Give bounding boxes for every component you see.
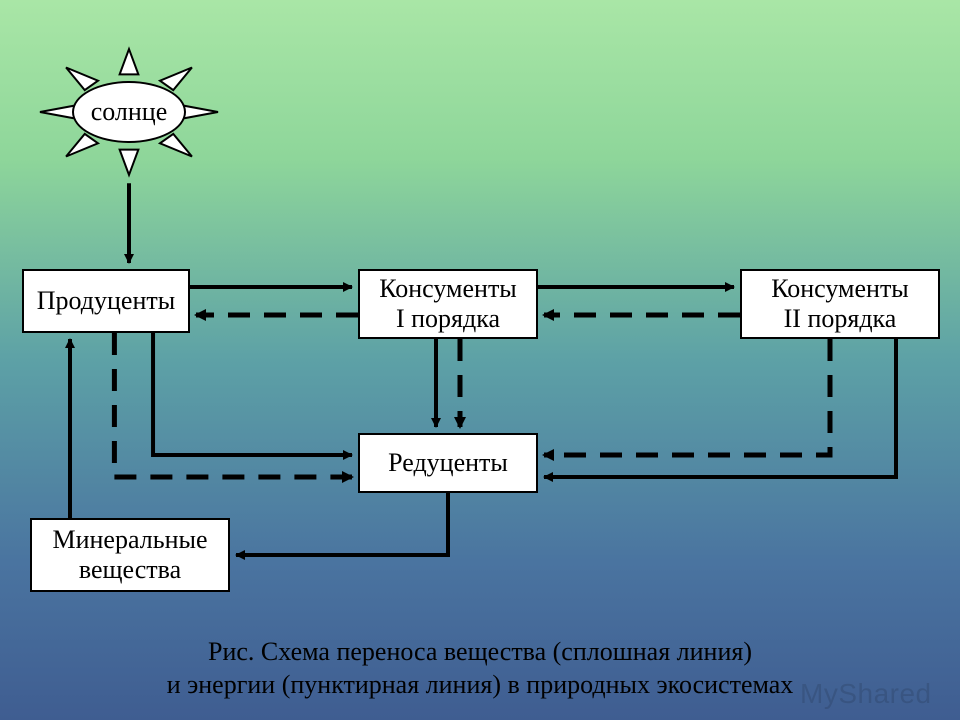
- node-producers-label: Продуценты: [37, 286, 175, 316]
- watermark-text: MyShared: [800, 678, 932, 709]
- node-consumers-1-label: Консументы I порядка: [379, 274, 517, 334]
- sun-node: солнце: [72, 81, 186, 143]
- diagram-canvas: солнце Продуценты Консументы I порядка К…: [0, 0, 960, 720]
- caption-line-1: Рис. Схема переноса вещества (сплошная л…: [0, 636, 960, 669]
- node-minerals: Минеральные вещества: [30, 518, 230, 592]
- node-reducers: Редуценты: [358, 433, 538, 493]
- node-minerals-label: Минеральные вещества: [52, 525, 207, 585]
- node-consumers-1: Консументы I порядка: [358, 269, 538, 339]
- node-consumers-2: Консументы II порядка: [740, 269, 940, 339]
- node-producers: Продуценты: [22, 269, 190, 333]
- node-consumers-2-label: Консументы II порядка: [771, 274, 909, 334]
- node-reducers-label: Редуценты: [388, 448, 508, 478]
- watermark: MyShared: [800, 678, 932, 710]
- sun-label: солнце: [91, 97, 168, 127]
